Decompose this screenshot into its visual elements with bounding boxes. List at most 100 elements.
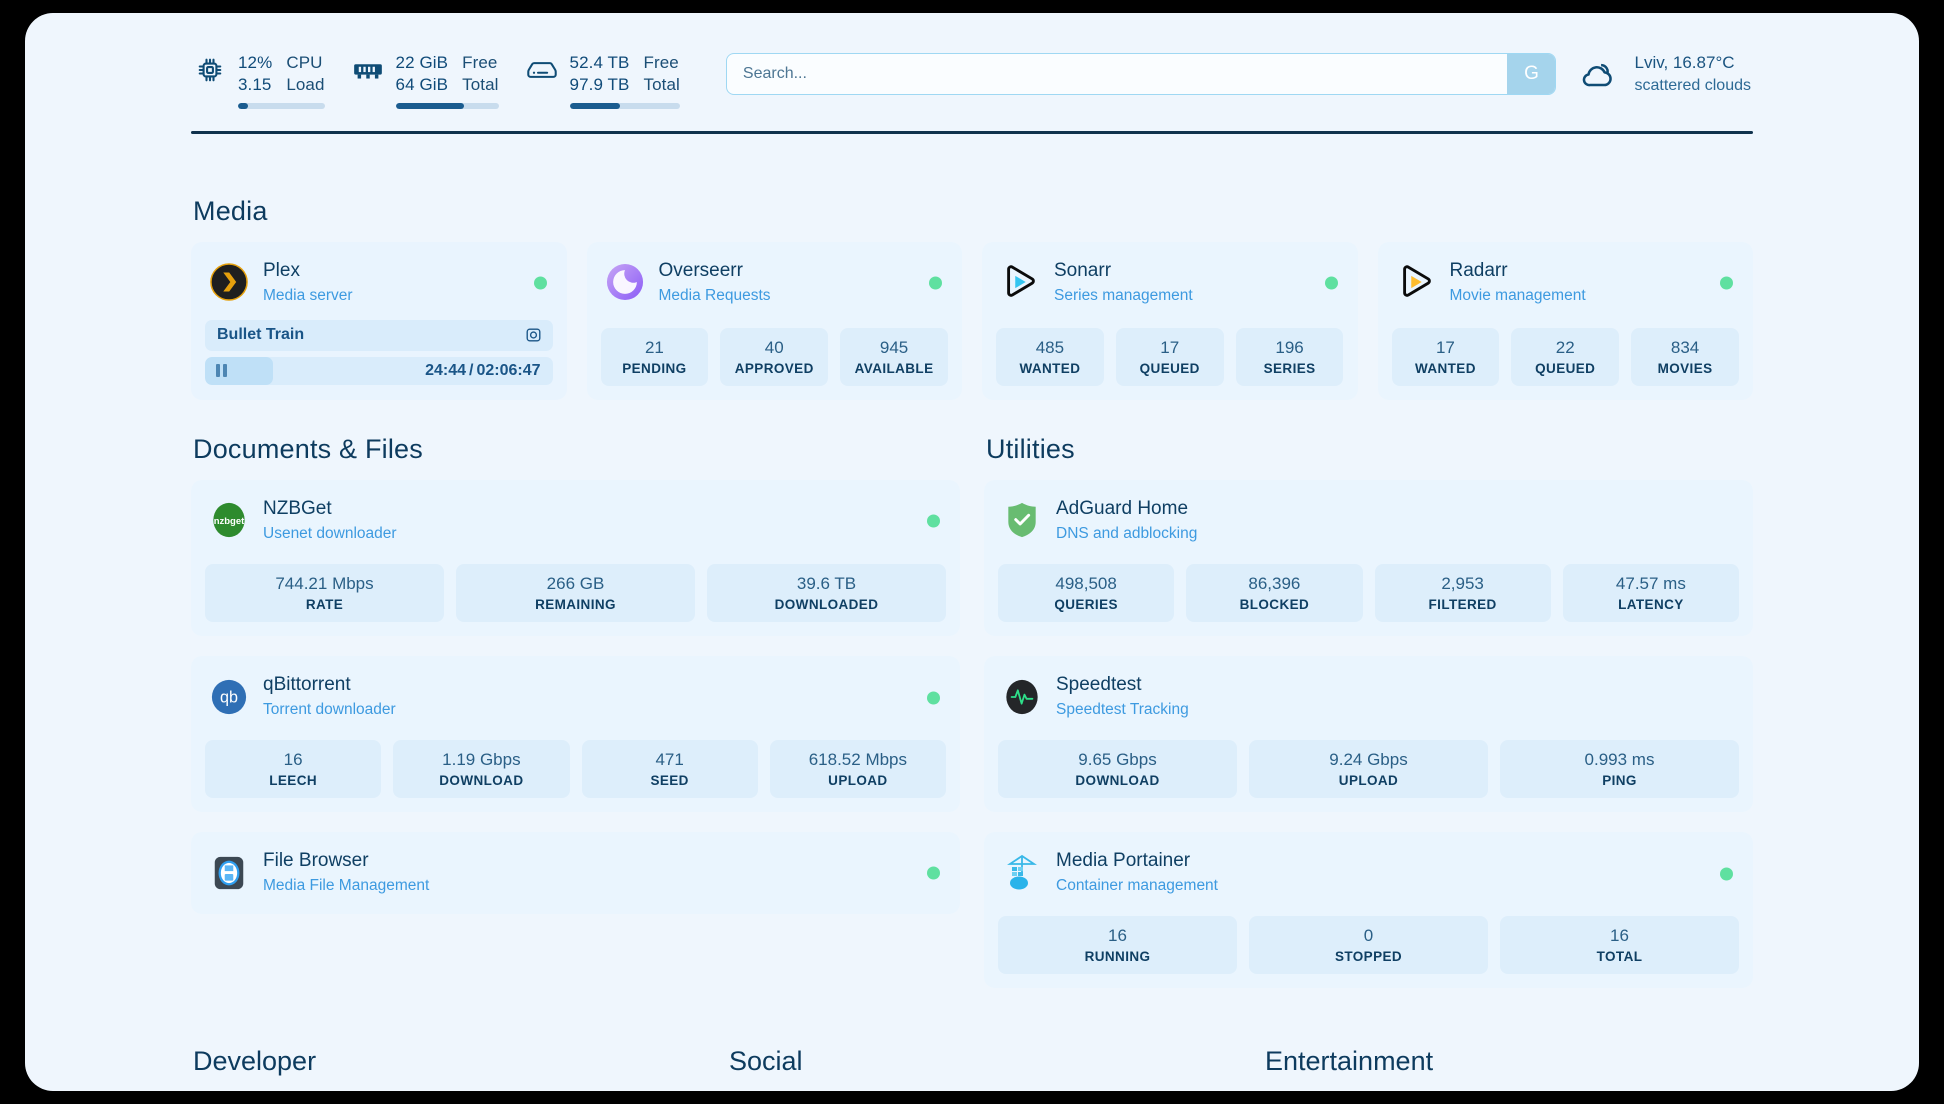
stat-value: 266 GB bbox=[546, 573, 605, 593]
search-bar[interactable]: G bbox=[725, 53, 1557, 95]
stat-value: 1.19 Gbps bbox=[442, 749, 521, 769]
disk-value-primary: 52.4 TB bbox=[569, 52, 630, 72]
cpu-value-primary: 12% bbox=[238, 52, 273, 72]
stat-queued: 17 QUEUED bbox=[1115, 327, 1224, 387]
cpu-stat: 12% 3.15 CPU Load bbox=[193, 52, 351, 110]
stat-queued: 22 QUEUED bbox=[1511, 327, 1620, 387]
portainer-stats: 16 RUNNING 0 STOPPED 16 TOTAL bbox=[998, 916, 1739, 975]
stat-leech: 16 LEECH bbox=[205, 739, 382, 799]
qbittorrent-icon: qb bbox=[209, 677, 249, 717]
qbittorrent-description: Torrent downloader bbox=[263, 700, 396, 718]
stat-upload: 618.52 Mbps UPLOAD bbox=[769, 739, 946, 799]
stat-label: PENDING bbox=[622, 361, 687, 377]
stat-value: 9.65 Gbps bbox=[1078, 749, 1157, 769]
stat-label: QUERIES bbox=[1054, 597, 1118, 613]
disk-label-primary: Free bbox=[643, 52, 679, 72]
portainer-icon bbox=[1002, 853, 1042, 893]
disk-value-secondary: 97.9 TB bbox=[569, 75, 630, 94]
radarr-status-dot bbox=[1720, 276, 1733, 290]
filebrowser-name: File Browser bbox=[263, 850, 369, 872]
stat-stopped: 0 STOPPED bbox=[1249, 916, 1488, 975]
service-card-adguard[interactable]: AdGuard Home DNS and adblocking 498,508 … bbox=[984, 480, 1753, 637]
stat-value: 471 bbox=[655, 749, 684, 769]
overseerr-stats: 21 PENDING 40 APPROVED 945 AVAILABLE bbox=[600, 327, 949, 387]
stat-value: 196 bbox=[1275, 337, 1304, 357]
stat-label: AVAILABLE bbox=[854, 361, 934, 377]
stat-label: UPLOAD bbox=[828, 773, 888, 789]
nzbget-card-header: nzbget NZBGet Usenet downloader bbox=[205, 493, 946, 550]
nzbget-status-dot bbox=[927, 514, 940, 528]
stat-label: WANTED bbox=[1414, 361, 1476, 377]
radarr-name: Radarr bbox=[1449, 260, 1508, 281]
stat-approved: 40 APPROVED bbox=[720, 327, 829, 387]
stat-total: 16 TOTAL bbox=[1500, 916, 1739, 975]
plex-description: Media server bbox=[263, 286, 353, 304]
service-card-plex[interactable]: Plex Media server Bullet Train bbox=[191, 242, 567, 401]
plex-media-title: Bullet Train bbox=[217, 326, 305, 344]
top-status-bar: 12% 3.15 CPU Load bbox=[191, 41, 1753, 110]
ram-value-primary: 22 GiB bbox=[395, 52, 449, 72]
stat-label: WANTED bbox=[1019, 361, 1081, 377]
pause-icon[interactable] bbox=[216, 364, 227, 378]
service-card-filebrowser[interactable]: File Browser Media File Management bbox=[191, 832, 960, 915]
service-card-qbittorrent[interactable]: qb qBittorrent Torrent downloader bbox=[191, 656, 960, 813]
disk-progress-bar bbox=[569, 103, 680, 110]
stat-label: MOVIES bbox=[1657, 361, 1713, 377]
plex-name: Plex bbox=[263, 260, 300, 281]
filebrowser-card-header: File Browser Media File Management bbox=[205, 845, 946, 900]
disk-label-secondary: Total bbox=[643, 75, 680, 94]
stat-label: SEED bbox=[650, 773, 689, 789]
stat-label: QUEUED bbox=[1139, 361, 1200, 377]
stat-available: 945 AVAILABLE bbox=[840, 327, 948, 387]
stat-queries: 498,508 QUERIES bbox=[998, 563, 1175, 623]
search-input[interactable] bbox=[726, 54, 1508, 94]
stat-value: 22 bbox=[1555, 337, 1575, 357]
cast-icon[interactable] bbox=[525, 327, 542, 344]
portainer-status-dot bbox=[1720, 867, 1733, 881]
documents-section: Documents & Files nzbget NZBGet bbox=[191, 434, 960, 988]
bookmark-group-title: Entertainment bbox=[1265, 1046, 1434, 1077]
adguard-card-header: AdGuard Home DNS and adblocking bbox=[998, 493, 1739, 550]
stat-label: UPLOAD bbox=[1338, 773, 1399, 789]
stat-pending: 21 PENDING bbox=[600, 327, 709, 387]
stat-latency: 47.57 ms LATENCY bbox=[1562, 563, 1739, 623]
service-card-nzbget[interactable]: nzbget NZBGet Usenet downloader 74 bbox=[191, 480, 960, 637]
speedtest-card-header: Speedtest Speedtest Tracking bbox=[998, 669, 1739, 726]
plex-progress[interactable]: 24:44/02:06:47 bbox=[205, 356, 553, 385]
stat-movies: 834 MOVIES bbox=[1631, 327, 1739, 387]
overseerr-name: Overseerr bbox=[658, 260, 743, 281]
speedtest-stats: 9.65 Gbps DOWNLOAD 9.24 Gbps UPLOAD 0.99… bbox=[998, 739, 1739, 799]
bookmark-group-title: Developer bbox=[193, 1046, 317, 1077]
service-card-overseerr[interactable]: Overseerr Media Requests 21 PENDING 40 A… bbox=[586, 242, 962, 401]
ram-stat: 22 GiB 64 GiB Free Total bbox=[351, 52, 525, 110]
radarr-stats: 17 WANTED 22 QUEUED 834 MOVIES bbox=[1391, 327, 1740, 387]
stat-label: APPROVED bbox=[734, 361, 814, 377]
filebrowser-description: Media File Management bbox=[263, 876, 430, 894]
stat-ping: 0.993 ms PING bbox=[1500, 739, 1739, 799]
disk-icon bbox=[525, 52, 559, 88]
qbittorrent-stats: 16 LEECH 1.19 Gbps DOWNLOAD 471 SEED bbox=[205, 739, 946, 799]
service-card-portainer[interactable]: Media Portainer Container management 16 … bbox=[984, 832, 1753, 989]
cpu-label-primary: CPU bbox=[286, 52, 323, 72]
portainer-name: Media Portainer bbox=[1056, 850, 1191, 872]
portainer-description: Container management bbox=[1056, 876, 1218, 894]
overseerr-card-header: Overseerr Media Requests bbox=[601, 255, 949, 312]
service-card-radarr[interactable]: Radarr Movie management 17 WANTED 22 QUE… bbox=[1377, 242, 1753, 401]
bookmark-group-social: Social LI LinkedIn linkedin.com TW Twitt… bbox=[727, 1046, 1217, 1091]
stat-upload: 9.24 Gbps UPLOAD bbox=[1249, 739, 1488, 799]
stat-value: 945 bbox=[879, 337, 909, 357]
service-card-speedtest[interactable]: Speedtest Speedtest Tracking 9.65 Gbps D… bbox=[984, 656, 1753, 813]
search-engine-button[interactable]: G bbox=[1507, 54, 1556, 94]
stat-value: 485 bbox=[1035, 337, 1065, 357]
speedtest-name: Speedtest bbox=[1056, 674, 1142, 696]
sonarr-status-dot bbox=[1324, 276, 1338, 290]
cpu-progress-bar bbox=[238, 103, 325, 110]
ram-progress-bar bbox=[395, 103, 499, 110]
cloud-icon bbox=[1578, 57, 1620, 91]
stat-value: 17 bbox=[1160, 337, 1180, 357]
stat-remaining: 266 GB REMAINING bbox=[456, 563, 695, 623]
bookmark-group-entertainment: Entertainment YT YouTube youtube.com NF … bbox=[1263, 1046, 1753, 1091]
overseerr-status-dot bbox=[929, 276, 942, 290]
section-title-documents: Documents & Files bbox=[193, 434, 423, 465]
service-card-sonarr[interactable]: Sonarr Series management 485 WANTED 17 Q… bbox=[982, 242, 1358, 401]
